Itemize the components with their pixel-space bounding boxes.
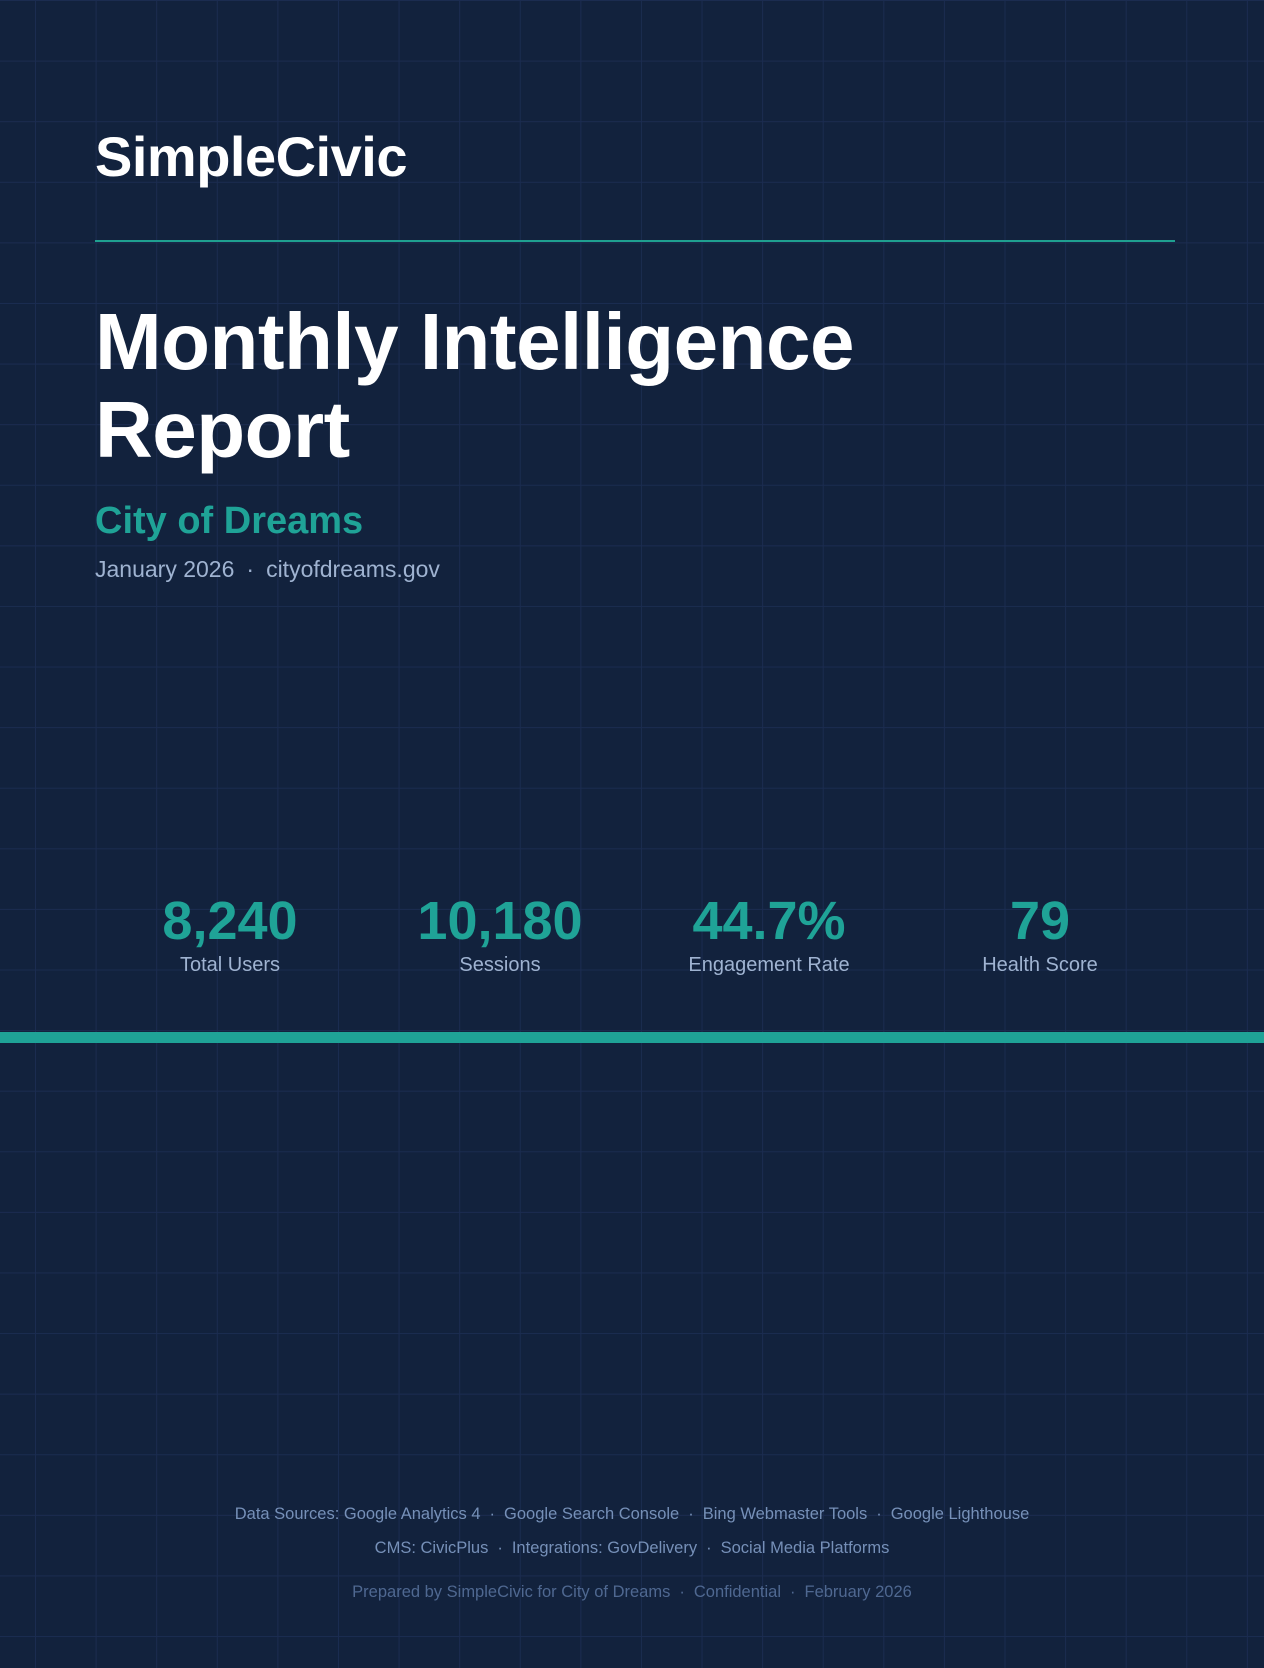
report-title: Monthly Intelligence Report	[95, 297, 854, 474]
footer-item: Google Search Console	[504, 1505, 680, 1523]
footer-item: Social Media Platforms	[720, 1539, 890, 1557]
metric-value: 79	[1009, 891, 1071, 951]
metric-label: Sessions	[459, 954, 541, 976]
separator: ·	[489, 1505, 496, 1523]
organization: City of Dreams	[95, 500, 364, 542]
domain: cityofdreams.gov	[266, 556, 440, 582]
metric-value: 44.7%	[692, 891, 846, 951]
metric-value: 8,240	[162, 891, 298, 951]
metric-label: Health Score	[982, 954, 1098, 976]
footer-item: Data Sources: Google Analytics 4	[234, 1505, 481, 1523]
separator: ·	[706, 1539, 712, 1557]
metric-card: 8,240 Total Users	[100, 890, 360, 977]
period: January 2026	[95, 556, 235, 582]
separator: ·	[790, 1583, 796, 1601]
metric-value: 10,180	[417, 891, 583, 951]
divider	[95, 240, 1175, 242]
footer-item: Prepared by SimpleCivic for City of Drea…	[352, 1583, 671, 1601]
footer-item: Google Lighthouse	[890, 1505, 1030, 1523]
separator: ·	[497, 1539, 503, 1557]
metric-label: Engagement Rate	[688, 954, 850, 976]
footer-platforms: CMS: CivicPlus · Integrations: GovDelivery…	[0, 1539, 1264, 1558]
footer-item: CMS: CivicPlus	[374, 1539, 489, 1557]
separator: ·	[876, 1505, 882, 1523]
footer-item: Confidential	[693, 1583, 781, 1601]
metric-card: 10,180 Sessions	[370, 890, 630, 977]
footer-item: Integrations: GovDelivery	[511, 1539, 698, 1557]
metric-card: 79 Health Score	[910, 890, 1170, 977]
footer-item: Bing Webmaster Tools	[702, 1505, 868, 1523]
separator: ·	[679, 1583, 685, 1601]
accent-band	[0, 1032, 1264, 1043]
footer-item: February 2026	[804, 1583, 912, 1601]
separator: ·	[246, 556, 255, 582]
metric-label: Total Users	[179, 954, 281, 976]
report-meta: January 2026 · cityofdreams.gov	[95, 556, 440, 583]
brand: SimpleCivic	[95, 125, 407, 188]
metric-card: 44.7% Engagement Rate	[639, 890, 899, 977]
footer-credits: Prepared by SimpleCivic for City of Drea…	[0, 1583, 1264, 1602]
separator: ·	[688, 1505, 694, 1523]
footer-sources: Data Sources: Google Analytics 4 · Google …	[0, 1505, 1264, 1524]
